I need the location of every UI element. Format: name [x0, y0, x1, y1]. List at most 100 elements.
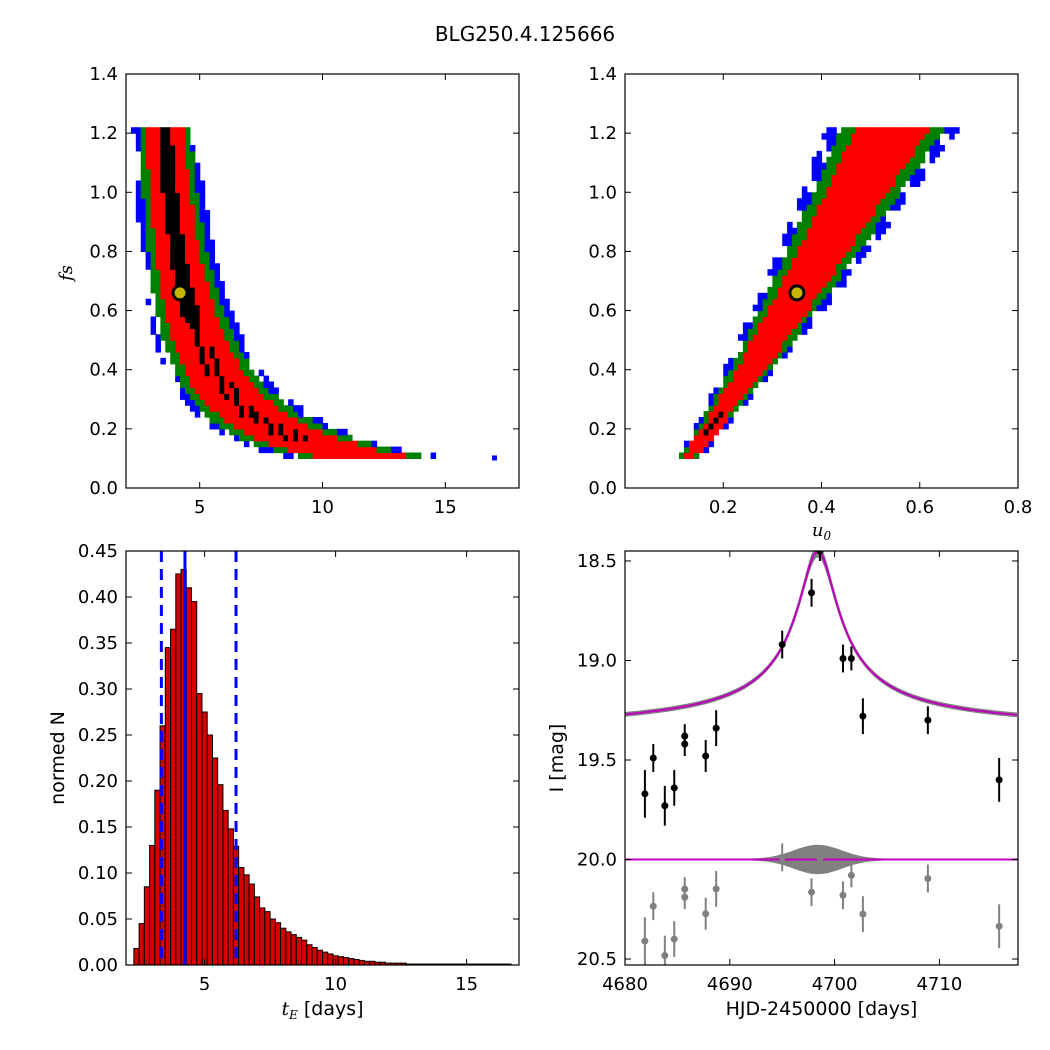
sigma2-cell	[821, 227, 828, 235]
sigma3-cell	[796, 239, 803, 247]
sigma4-cell	[224, 310, 230, 318]
sigma4-cell	[214, 422, 220, 430]
sigma2-cell	[846, 245, 852, 253]
sigma3-cell	[224, 422, 230, 430]
histogram-bar	[217, 784, 224, 965]
sigma4-cell	[875, 227, 882, 235]
residual-point	[661, 952, 669, 960]
sigma2-cell	[273, 411, 279, 418]
sigma2-cell	[170, 328, 176, 335]
sigma3-cell	[870, 221, 877, 229]
y-axis-label: fs	[56, 265, 77, 283]
sigma2-cell	[184, 351, 191, 359]
sigma2-cell	[297, 422, 304, 430]
sigma2-cell	[224, 387, 230, 394]
sigma3-cell	[728, 369, 734, 377]
sigma2-cell	[263, 399, 270, 406]
sigma3-cell	[919, 156, 926, 164]
sigma2-cell	[302, 428, 309, 436]
sigma3-cell	[811, 198, 818, 205]
sigma2-cell	[841, 227, 847, 235]
sigma4-cell	[140, 239, 147, 247]
sigma3-cell	[297, 417, 304, 424]
sigma2-cell	[875, 133, 882, 140]
sigma2-cell	[189, 275, 196, 282]
sigma3-cell	[826, 162, 832, 170]
sigma4-cell	[708, 399, 715, 406]
sigma1-cell	[170, 251, 176, 258]
sigma3-cell	[796, 233, 803, 241]
sigma2-cell	[733, 375, 739, 383]
sigma3-cell	[836, 133, 842, 140]
sigma2-cell	[327, 434, 333, 442]
sigma3-cell	[836, 150, 842, 158]
sigma3-cell	[855, 233, 862, 241]
sigma2-cell	[787, 316, 793, 323]
sigma2-cell	[875, 150, 882, 158]
data-point	[839, 654, 847, 662]
sigma1-cell	[194, 310, 201, 318]
histogram-bar	[185, 587, 192, 965]
sigma2-cell	[351, 452, 358, 460]
sigma2-cell	[841, 192, 847, 199]
sigma1-cell	[180, 239, 186, 247]
sigma2-cell	[728, 387, 734, 394]
residual-point	[778, 853, 786, 861]
sigma2-cell	[189, 210, 196, 217]
sigma2-cell	[184, 257, 191, 264]
sigma2-cell	[777, 346, 783, 353]
sigma2-cell	[347, 446, 353, 454]
sigma2-cell	[189, 204, 196, 211]
sigma2-cell	[160, 281, 166, 288]
sigma2-cell	[806, 227, 813, 235]
sigma3-cell	[224, 322, 230, 329]
sigma2-cell	[165, 310, 171, 318]
sigma2-cell	[253, 399, 260, 406]
sigma3-cell	[155, 298, 161, 306]
sigma2-cell	[243, 375, 250, 383]
sigma3-cell	[875, 215, 882, 223]
sigma1-cell	[175, 192, 181, 199]
sigma2-cell	[180, 156, 186, 164]
sigma3-cell	[914, 156, 921, 164]
sigma2-cell	[189, 257, 196, 264]
sigma3-cell	[175, 357, 181, 365]
sigma2-cell	[811, 239, 818, 247]
y-tick-label: 20.5	[577, 949, 617, 970]
data-point	[808, 589, 816, 597]
sigma3-cell	[816, 186, 823, 193]
sigma2-cell	[875, 186, 882, 193]
y-tick-label: 1.4	[588, 64, 617, 85]
y-tick-label: 0.25	[78, 725, 118, 746]
sigma4-cell	[821, 304, 828, 312]
sigma3-cell	[356, 440, 363, 448]
sigma3-cell	[811, 304, 818, 312]
sigma4-cell	[787, 346, 793, 353]
y-tick-label: 0.10	[78, 863, 118, 884]
sigma3-cell	[924, 144, 931, 152]
sigma2-cell	[914, 139, 921, 146]
sigma2-cell	[836, 210, 842, 217]
sigma3-cell	[703, 411, 710, 418]
sigma2-cell	[811, 251, 818, 258]
sigma1-cell	[165, 227, 171, 235]
sigma2-cell	[762, 334, 769, 341]
sigma1-cell	[248, 411, 255, 418]
sigma2-cell	[816, 286, 823, 294]
sigma3-cell	[214, 411, 220, 418]
sigma2-cell	[243, 381, 250, 389]
sigma2-cell	[199, 375, 206, 383]
sigma3-cell	[826, 156, 832, 164]
sigma3-cell	[723, 381, 729, 389]
sigma2-cell	[787, 281, 793, 288]
sigma4-cell	[189, 405, 196, 412]
sigma3-cell	[737, 399, 744, 406]
sigma2-cell	[782, 316, 788, 323]
sigma4-cell	[135, 133, 142, 140]
histogram-bar	[253, 896, 261, 965]
sigma3-cell	[728, 375, 734, 383]
sigma2-cell	[855, 204, 862, 211]
sigma1-cell	[175, 210, 181, 217]
sigma2-cell	[293, 446, 299, 454]
sigma2-cell	[767, 334, 773, 341]
